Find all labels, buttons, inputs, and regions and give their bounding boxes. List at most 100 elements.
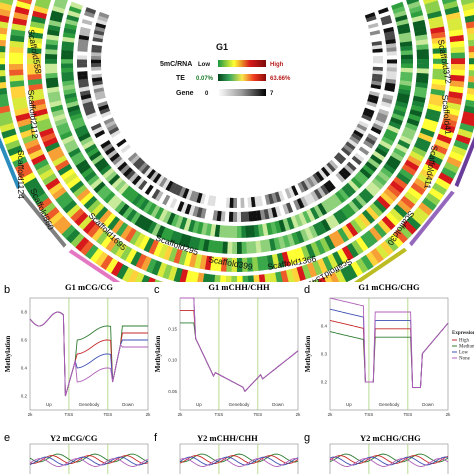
circos-cell [366, 101, 377, 108]
circos-cell [143, 237, 155, 253]
circos-cell [450, 46, 465, 54]
circos-cell [84, 143, 97, 154]
circos-cell [247, 275, 254, 282]
circos-cell [81, 18, 93, 26]
circos-cell [332, 211, 344, 225]
circos-cell [33, 5, 49, 15]
circos-cell [100, 188, 112, 201]
circos-cell [465, 21, 474, 29]
circos-cell [369, 30, 381, 36]
circos-cell [78, 215, 93, 230]
circos-cell [190, 271, 199, 282]
panel-b: b G1 mCG/CG Methylation 0.2 0.4 0.6 0.8 2k TSS T… [2, 282, 152, 422]
circos-cell [432, 42, 447, 49]
chart-y2-mchh [179, 443, 299, 474]
circos-cell [187, 219, 196, 233]
circos-cell [419, 168, 435, 181]
circos-cell [68, 147, 81, 158]
circos-cell [410, 182, 426, 196]
circos-cell [57, 163, 73, 176]
circos-cell [350, 261, 363, 277]
circos-cell [120, 164, 131, 175]
circos-cell [231, 275, 237, 282]
circos-cell [120, 144, 131, 154]
circos-cell [125, 149, 136, 159]
circos-cell [372, 52, 383, 57]
x-tick-label: TES [403, 412, 412, 417]
circos-cell [348, 200, 360, 214]
circos-cell [135, 159, 146, 170]
circos-cell [353, 174, 366, 186]
circos-cell [91, 48, 102, 53]
circos-cell [22, 133, 38, 144]
circos-cell [414, 207, 430, 221]
circos-cell [400, 63, 413, 69]
circos-cell [219, 275, 226, 282]
circos-cell [62, 84, 76, 91]
circos-cell [65, 228, 81, 244]
circos-cell [87, 199, 101, 214]
circos-cell [86, 112, 97, 120]
circos-cell [467, 33, 474, 41]
circos-cell [80, 240, 94, 256]
panel-title: G1 mCHG/CHG [358, 282, 420, 292]
circos-cell [220, 211, 226, 222]
circos-cell [111, 219, 124, 234]
circos-cell [299, 228, 309, 242]
circos-cell [11, 23, 27, 32]
circos-cell [361, 209, 375, 224]
circos-cell [320, 184, 330, 196]
series-line [180, 297, 299, 393]
circos-cell [32, 108, 48, 118]
circos-cell [214, 224, 221, 238]
legend-low-te: 0.07% [196, 76, 214, 82]
circos-cell [87, 115, 99, 124]
circos-cell [154, 190, 164, 202]
circos-cell [399, 36, 412, 43]
circos-cell [380, 15, 392, 22]
circos-cell [301, 264, 312, 280]
circos-cell [9, 69, 24, 76]
circos-cell [83, 195, 98, 210]
circos-cell [286, 217, 295, 230]
circos-cell [111, 155, 123, 166]
circos-cell [45, 53, 58, 60]
circos-cell [422, 0, 438, 5]
legend-low-gene: 0 [205, 91, 209, 97]
circos-cell [138, 162, 148, 173]
circos-cell [173, 267, 183, 282]
circos-cell [209, 224, 217, 237]
circos-cell [345, 222, 359, 237]
circos-cell [80, 26, 91, 33]
circos-cell [53, 113, 66, 122]
circos-cell [61, 49, 74, 56]
circos-cell [398, 32, 412, 39]
circos-cell [91, 52, 102, 57]
circos-cell [174, 232, 183, 245]
circos-cell [407, 1, 421, 10]
circos-cell [358, 120, 369, 129]
circos-cell [377, 143, 390, 154]
plot-frame [329, 297, 449, 411]
panel-letter-g: g [304, 432, 311, 444]
circos-cell [363, 107, 375, 115]
circos-cell [82, 139, 95, 150]
y-tick-label: 0.4 [21, 366, 28, 371]
circos-cell [372, 150, 385, 162]
circos-cell [406, 118, 420, 127]
circos-cell [114, 179, 127, 192]
circos-cell [67, 10, 81, 18]
circos-cell [225, 275, 232, 282]
circos-cell [349, 219, 363, 234]
circos-cell [380, 192, 394, 206]
circos-cell [138, 179, 148, 191]
circos-cell [467, 82, 474, 89]
circos-cell [179, 216, 188, 230]
legend-gradient-gene [218, 89, 266, 96]
circos-cell [68, 5, 82, 14]
circos-cell [27, 78, 43, 86]
circos-cell [107, 194, 119, 207]
circos-cell [51, 109, 65, 118]
circos-cell [114, 158, 125, 169]
circos-cell [446, 156, 462, 169]
